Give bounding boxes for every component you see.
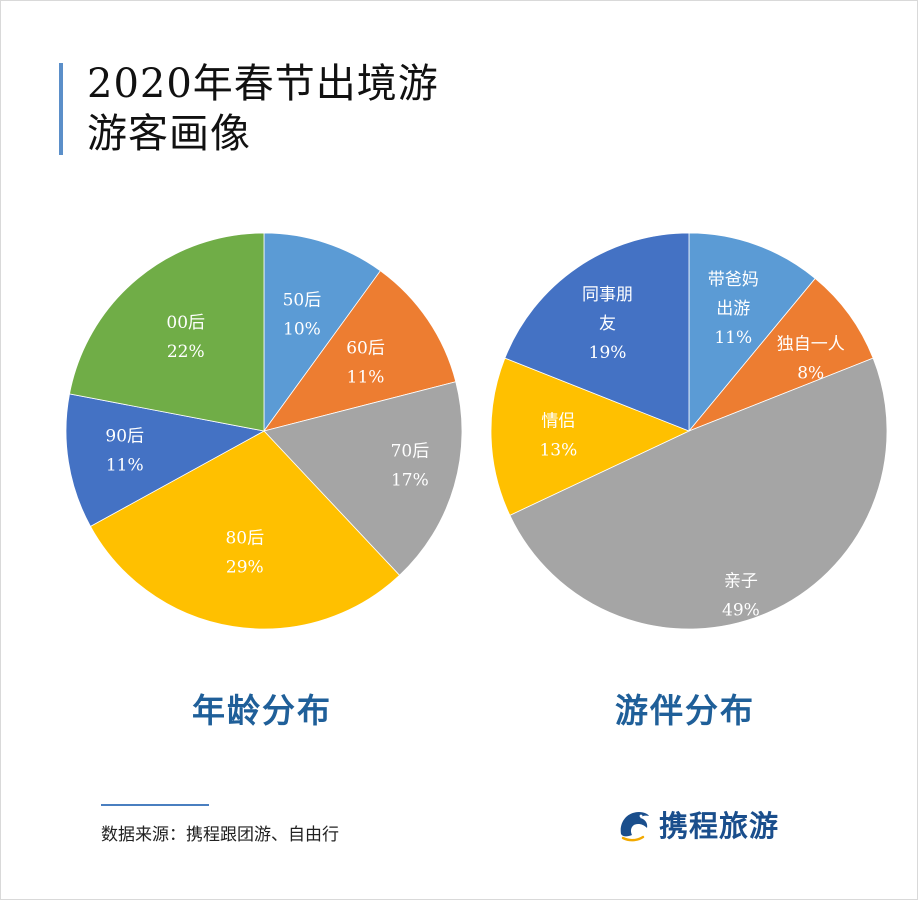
companion-slice-3 — [490, 357, 691, 516]
age-slice-label-line: 11% — [106, 456, 144, 476]
age-slice-5 — [69, 232, 265, 432]
companion-slice-0 — [688, 232, 816, 433]
age-slice-label-line: 10% — [283, 320, 321, 340]
age-slice-label-line: 29% — [226, 558, 264, 578]
age-slice-label-line: 60后 — [346, 338, 385, 358]
companion-slice-label-line: 独自一人 — [777, 335, 845, 355]
age-slice-label-5: 00后 22% — [166, 313, 205, 362]
age-slice-3 — [89, 430, 401, 630]
companion-slice-label-line: 友 — [599, 314, 616, 334]
companion-slice-4 — [504, 232, 690, 432]
companion-slice-2 — [509, 357, 888, 630]
age-slice-label-2: 70后 17% — [391, 442, 430, 491]
logo-text: 携程旅游 — [659, 809, 780, 843]
age-slice-label-line: 50后 — [283, 291, 322, 311]
companion-slice-label-line: 8% — [797, 364, 824, 384]
age-slice-label-line: 11% — [347, 367, 385, 387]
companion-slice-1 — [688, 277, 874, 432]
age-slice-0 — [263, 232, 381, 433]
age-slice-4 — [65, 393, 266, 527]
title-accent-bar — [59, 63, 63, 155]
companion-slice-label-3: 情侣 13% — [539, 412, 577, 461]
companion-slice-label-line: 同事朋 — [582, 285, 633, 305]
companion-slice-label-line: 11% — [714, 328, 752, 348]
age-slice-label-line: 70后 — [391, 442, 430, 462]
age-slice-1 — [263, 270, 457, 432]
age-slice-label-line: 00后 — [166, 313, 205, 333]
companion-slice-label-line: 13% — [539, 441, 577, 461]
age-slice-label-line: 17% — [391, 471, 429, 491]
age-chart-title: 年龄分布 — [192, 691, 332, 730]
age-slice-label-3: 80后 29% — [225, 529, 264, 578]
age-slice-label-line: 80后 — [225, 529, 264, 549]
data-source-note: 数据来源：携程跟团游、自由行 — [101, 825, 339, 845]
age-slice-label-line: 90后 — [105, 427, 144, 447]
companion-chart-title: 游伴分布 — [615, 691, 755, 730]
age-slice-label-4: 90后 11% — [105, 427, 144, 476]
dolphin-icon — [620, 812, 649, 842]
page-title: 2020年春节出境游 游客画像 — [87, 59, 439, 159]
age-slice-label-line: 22% — [167, 342, 205, 362]
companion-slice-label-line: 19% — [589, 343, 627, 363]
page-title-line-2: 游客画像 — [87, 111, 251, 157]
age-slice-2 — [263, 381, 463, 576]
companion-slice-label-line: 49% — [722, 600, 760, 620]
companion-slice-label-4: 同事朋友 19% — [582, 285, 633, 363]
companion-slice-label-line: 亲子 — [724, 571, 758, 591]
companion-slice-label-line: 带爸妈 — [708, 270, 759, 290]
age-slice-label-1: 60后 11% — [346, 338, 385, 387]
companion-slice-label-line: 出游 — [716, 299, 750, 319]
ctrip-logo: 携程旅游 — [613, 803, 779, 845]
age-pie: 50后 10%60后 11%70后 17%80后 29%90后 11%00后 22% — [65, 232, 463, 630]
page-title-line-1: 2020年春节出境游 — [87, 61, 439, 107]
companion-slice-label-line: 情侣 — [541, 412, 575, 432]
companion-slice-label-1: 独自一人 8% — [777, 335, 845, 384]
companion-slice-label-2: 亲子 49% — [722, 571, 760, 620]
companion-pie: 带爸妈出游 11% 独自一人 8% 亲子 49% 情侣 13% 同事朋友 19% — [490, 232, 888, 630]
companion-slice-label-0: 带爸妈出游 11% — [708, 270, 759, 348]
age-slice-label-0: 50后 10% — [283, 291, 322, 340]
footer-divider — [101, 804, 209, 806]
